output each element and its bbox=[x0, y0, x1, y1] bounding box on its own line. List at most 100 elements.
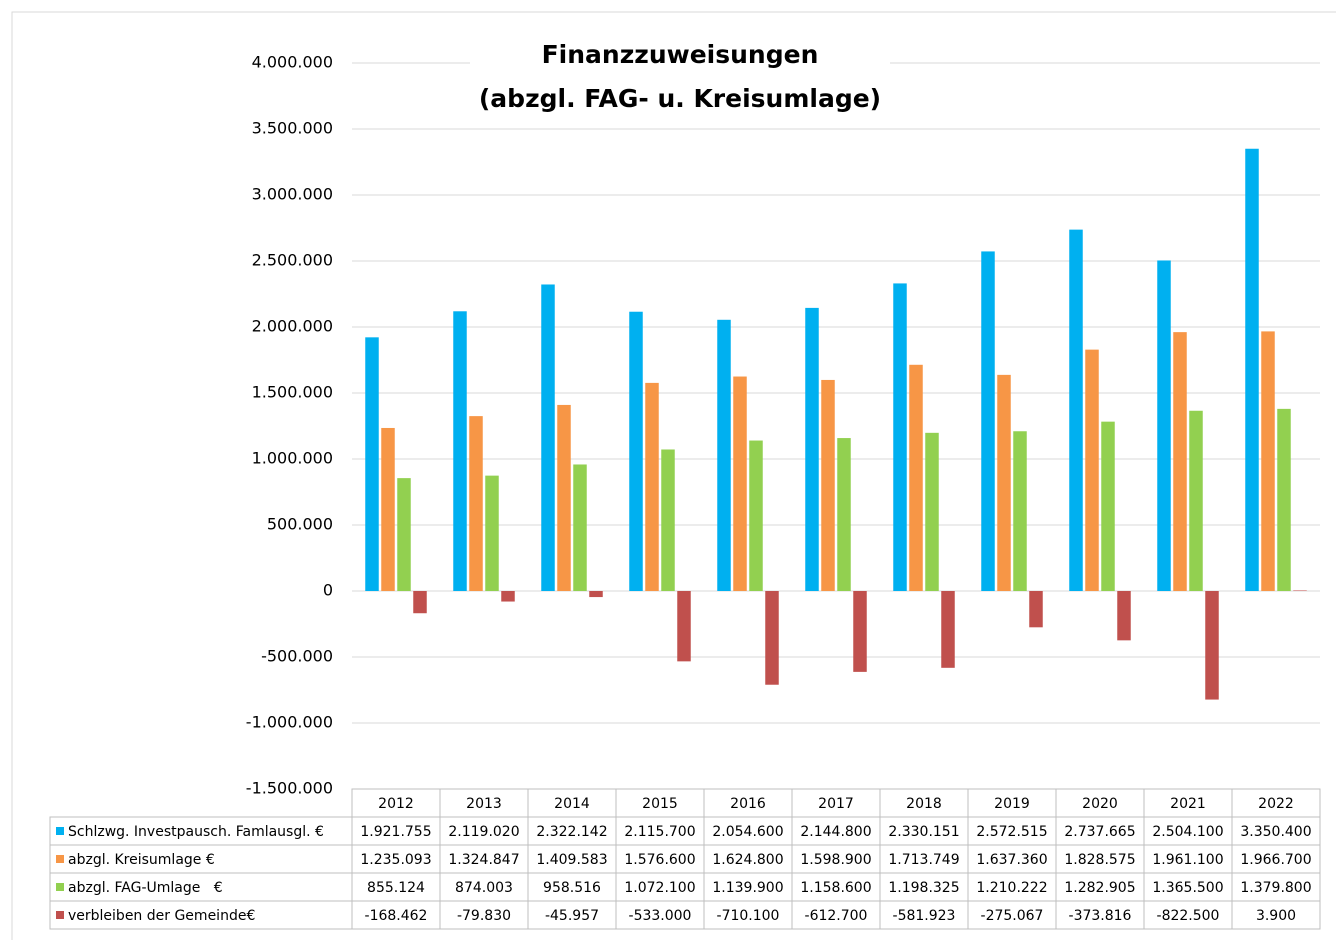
value-label: 1.921.755 bbox=[360, 824, 431, 840]
bar bbox=[853, 591, 867, 672]
bar bbox=[1277, 408, 1291, 591]
bars bbox=[365, 148, 1307, 700]
bar bbox=[749, 440, 763, 591]
y-tick-label: 3.500.000 bbox=[252, 119, 333, 138]
bar bbox=[1173, 332, 1187, 591]
value-label: 1.158.600 bbox=[800, 880, 871, 896]
bar bbox=[1205, 591, 1219, 700]
title-background bbox=[470, 36, 890, 120]
value-label: -581.923 bbox=[893, 908, 956, 924]
value-label: -79.830 bbox=[457, 908, 511, 924]
bar bbox=[1261, 331, 1275, 591]
bar bbox=[1189, 410, 1203, 591]
value-label: 1.713.749 bbox=[888, 852, 959, 868]
value-label: 1.235.093 bbox=[360, 852, 431, 868]
value-label: 1.828.575 bbox=[1064, 852, 1135, 868]
bar bbox=[469, 416, 483, 591]
bar bbox=[645, 382, 659, 591]
bar bbox=[925, 432, 939, 591]
value-label: 1.210.222 bbox=[976, 880, 1047, 896]
value-label: 2.119.020 bbox=[448, 824, 519, 840]
legend-swatch bbox=[56, 827, 64, 835]
bar bbox=[805, 307, 819, 591]
value-label: 1.198.325 bbox=[888, 880, 959, 896]
value-label: 1.966.700 bbox=[1240, 852, 1311, 868]
bar bbox=[1029, 591, 1043, 628]
bar bbox=[733, 376, 747, 591]
value-label: 2.737.665 bbox=[1064, 824, 1135, 840]
y-tick-label: -1.500.000 bbox=[246, 779, 333, 798]
bar bbox=[677, 591, 691, 662]
x-tick-label: 2020 bbox=[1082, 796, 1118, 812]
value-label: -275.067 bbox=[981, 908, 1044, 924]
y-tick-label: 0 bbox=[323, 581, 333, 600]
bar bbox=[981, 251, 995, 591]
x-tick-label: 2021 bbox=[1170, 796, 1206, 812]
x-tick-label: 2018 bbox=[906, 796, 942, 812]
bar bbox=[453, 311, 467, 591]
value-label: 958.516 bbox=[543, 880, 601, 896]
value-label: 1.961.100 bbox=[1152, 852, 1223, 868]
value-label: 3.900 bbox=[1256, 908, 1296, 924]
bar bbox=[1293, 590, 1307, 591]
bar bbox=[909, 364, 923, 591]
x-tick-label: 2022 bbox=[1258, 796, 1294, 812]
value-label: -710.100 bbox=[717, 908, 780, 924]
legend-label: verbleiben der Gemeinde€ bbox=[68, 908, 255, 924]
value-label: 3.350.400 bbox=[1240, 824, 1311, 840]
y-tick-label: 2.000.000 bbox=[252, 317, 333, 336]
bar bbox=[629, 311, 643, 591]
value-label: 2.330.151 bbox=[888, 824, 959, 840]
value-label: 1.379.800 bbox=[1240, 880, 1311, 896]
bar bbox=[589, 591, 603, 598]
chart-title: Finanzzuweisungen bbox=[542, 40, 819, 69]
bar bbox=[1085, 349, 1099, 591]
x-tick-label: 2014 bbox=[554, 796, 590, 812]
legend-label: abzgl. Kreisumlage € bbox=[68, 852, 215, 868]
value-label: 2.322.142 bbox=[536, 824, 607, 840]
value-label: 2.572.515 bbox=[976, 824, 1047, 840]
value-label: 1.072.100 bbox=[624, 880, 695, 896]
bar bbox=[661, 449, 675, 591]
value-label: 1.365.500 bbox=[1152, 880, 1223, 896]
bar bbox=[997, 374, 1011, 591]
bar bbox=[413, 591, 427, 614]
value-label: 1.576.600 bbox=[624, 852, 695, 868]
bar bbox=[821, 379, 835, 591]
y-tick-label: 1.000.000 bbox=[252, 449, 333, 468]
y-tick-label: 1.500.000 bbox=[252, 383, 333, 402]
value-label: 1.324.847 bbox=[448, 852, 519, 868]
y-tick-label: 500.000 bbox=[267, 515, 333, 534]
bar bbox=[1069, 229, 1083, 591]
bar bbox=[1157, 260, 1171, 591]
grid: -1.500.000 -1.000.000 -500.000 0 500.000 1.00… bbox=[246, 53, 1320, 798]
data-table: 2012 2013 2014 2015 2016 2017 2018 2019 2020 2021… bbox=[49, 788, 1321, 930]
value-label: 1.624.800 bbox=[712, 852, 783, 868]
value-label: -822.500 bbox=[1157, 908, 1220, 924]
legend-label: Schlzwg. Investpausch. Famlausgl. € bbox=[68, 824, 324, 840]
value-label: 874.003 bbox=[455, 880, 513, 896]
bar bbox=[941, 591, 955, 668]
bar bbox=[893, 283, 907, 591]
x-tick-label: 2012 bbox=[378, 796, 414, 812]
value-label: 855.124 bbox=[367, 880, 425, 896]
value-label: 2.504.100 bbox=[1152, 824, 1223, 840]
bar bbox=[397, 478, 411, 591]
bar bbox=[365, 337, 379, 591]
bar bbox=[765, 591, 779, 685]
bar bbox=[1245, 148, 1259, 591]
x-tick-label: 2013 bbox=[466, 796, 502, 812]
value-label: 1.409.583 bbox=[536, 852, 607, 868]
bar bbox=[485, 475, 499, 591]
value-label: 1.598.900 bbox=[800, 852, 871, 868]
y-tick-label: -1.000.000 bbox=[246, 713, 333, 732]
bar bbox=[1013, 431, 1027, 591]
x-tick-label: 2016 bbox=[730, 796, 766, 812]
value-label: -45.957 bbox=[545, 908, 599, 924]
bar bbox=[717, 319, 731, 591]
x-tick-label: 2015 bbox=[642, 796, 678, 812]
value-label: -168.462 bbox=[365, 908, 428, 924]
legend-label: abzgl. FAG-Umlage € bbox=[68, 880, 223, 896]
bar bbox=[573, 464, 587, 591]
